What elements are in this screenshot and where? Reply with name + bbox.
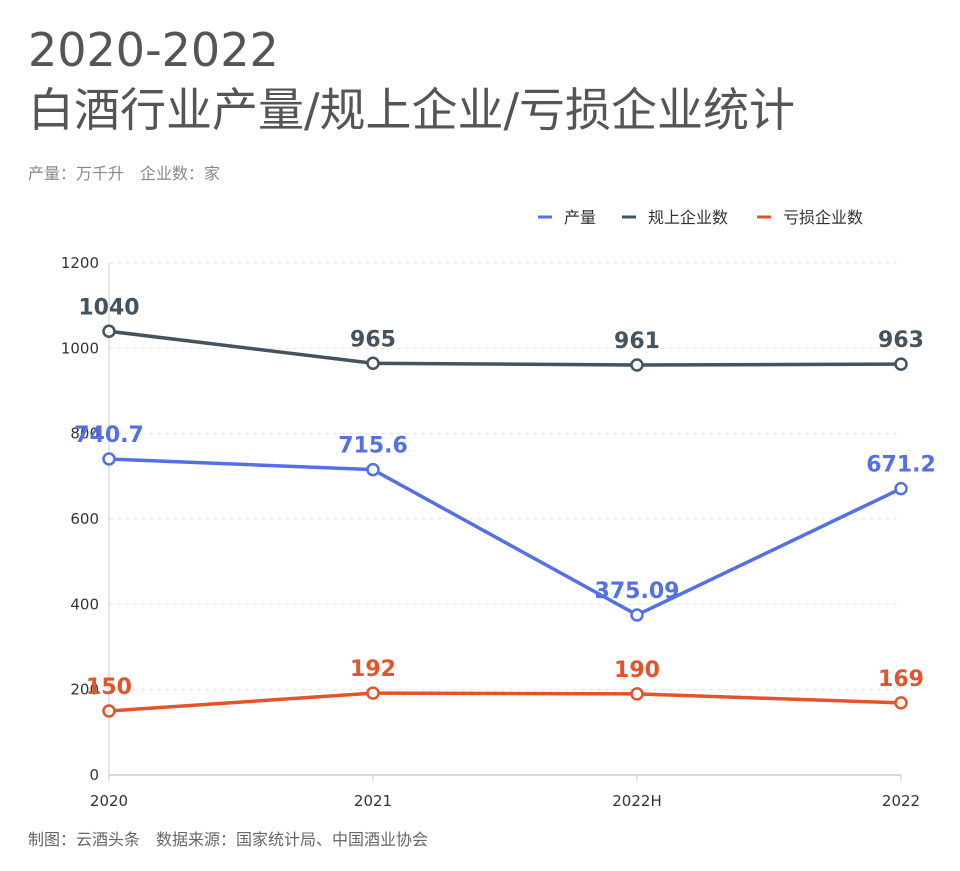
title-line-1: 2020-2022 [28,23,279,77]
data-point [894,696,908,710]
data-point [366,686,380,700]
source-note: 制图：云酒头条 数据来源：国家统计局、中国酒业协会 [28,830,429,849]
grid-layer [109,262,901,691]
data-point [630,358,644,372]
y-tick-label: 800 [70,425,99,443]
data-label: 190 [614,658,660,683]
legend-label: 规上企业数 [648,208,728,227]
y-tick-label: 200 [70,681,99,699]
data-point [102,324,116,339]
data-label: 961 [614,329,660,354]
data-point [366,462,380,477]
data-point [894,481,908,496]
x-tick-label: 2022 [882,792,920,810]
y-tick-label: 1200 [61,254,99,272]
data-label: 740.7 [74,423,144,448]
legend: 产量 规上企业数 亏损企业数 [538,208,863,227]
data-label: 715.6 [338,434,408,459]
x-tick-label: 2022H [612,792,661,810]
data-point [366,356,380,371]
data-label: 169 [878,667,924,692]
y-tick-label: 600 [70,510,99,528]
y-tick-label: 0 [89,766,99,784]
page-title: 2020-2022 白酒行业产量/规上企业/亏损企业统计 [28,20,795,140]
data-label: 965 [350,327,396,352]
data-label: 150 [86,675,132,700]
series-line-1 [108,329,902,367]
y-tick-label: 400 [70,595,99,613]
series-line-2 [108,691,902,713]
legend-label: 产量 [564,208,596,227]
data-point [630,608,644,622]
data-point [102,452,116,466]
data-label: 671.2 [866,453,936,478]
data-label: 963 [878,328,924,353]
data-point [102,704,116,718]
y-tick-label: 1000 [61,339,99,357]
x-tick-label: 2021 [354,792,392,810]
series-line-0 [108,457,902,617]
axis-layer: 0 200 400 600 800 1000 1200 2020 2021 2022H 2022 [61,254,920,810]
label-layer: 740.7 715.6 375.09 671.2 1040 965 961 963 150 192… [74,295,936,700]
data-point [894,357,908,371]
data-label: 192 [350,657,396,682]
data-label: 1040 [78,295,139,320]
x-tick-label: 2020 [90,792,128,810]
data-label: 375.09 [595,579,680,604]
title-line-2: 白酒行业产量/规上企业/亏损企业统计 [28,83,795,137]
legend-label: 亏损企业数 [783,208,863,227]
data-point [630,687,644,701]
line-layer [102,324,908,718]
unit-note: 产量：万千升 企业数：家 [28,164,221,183]
